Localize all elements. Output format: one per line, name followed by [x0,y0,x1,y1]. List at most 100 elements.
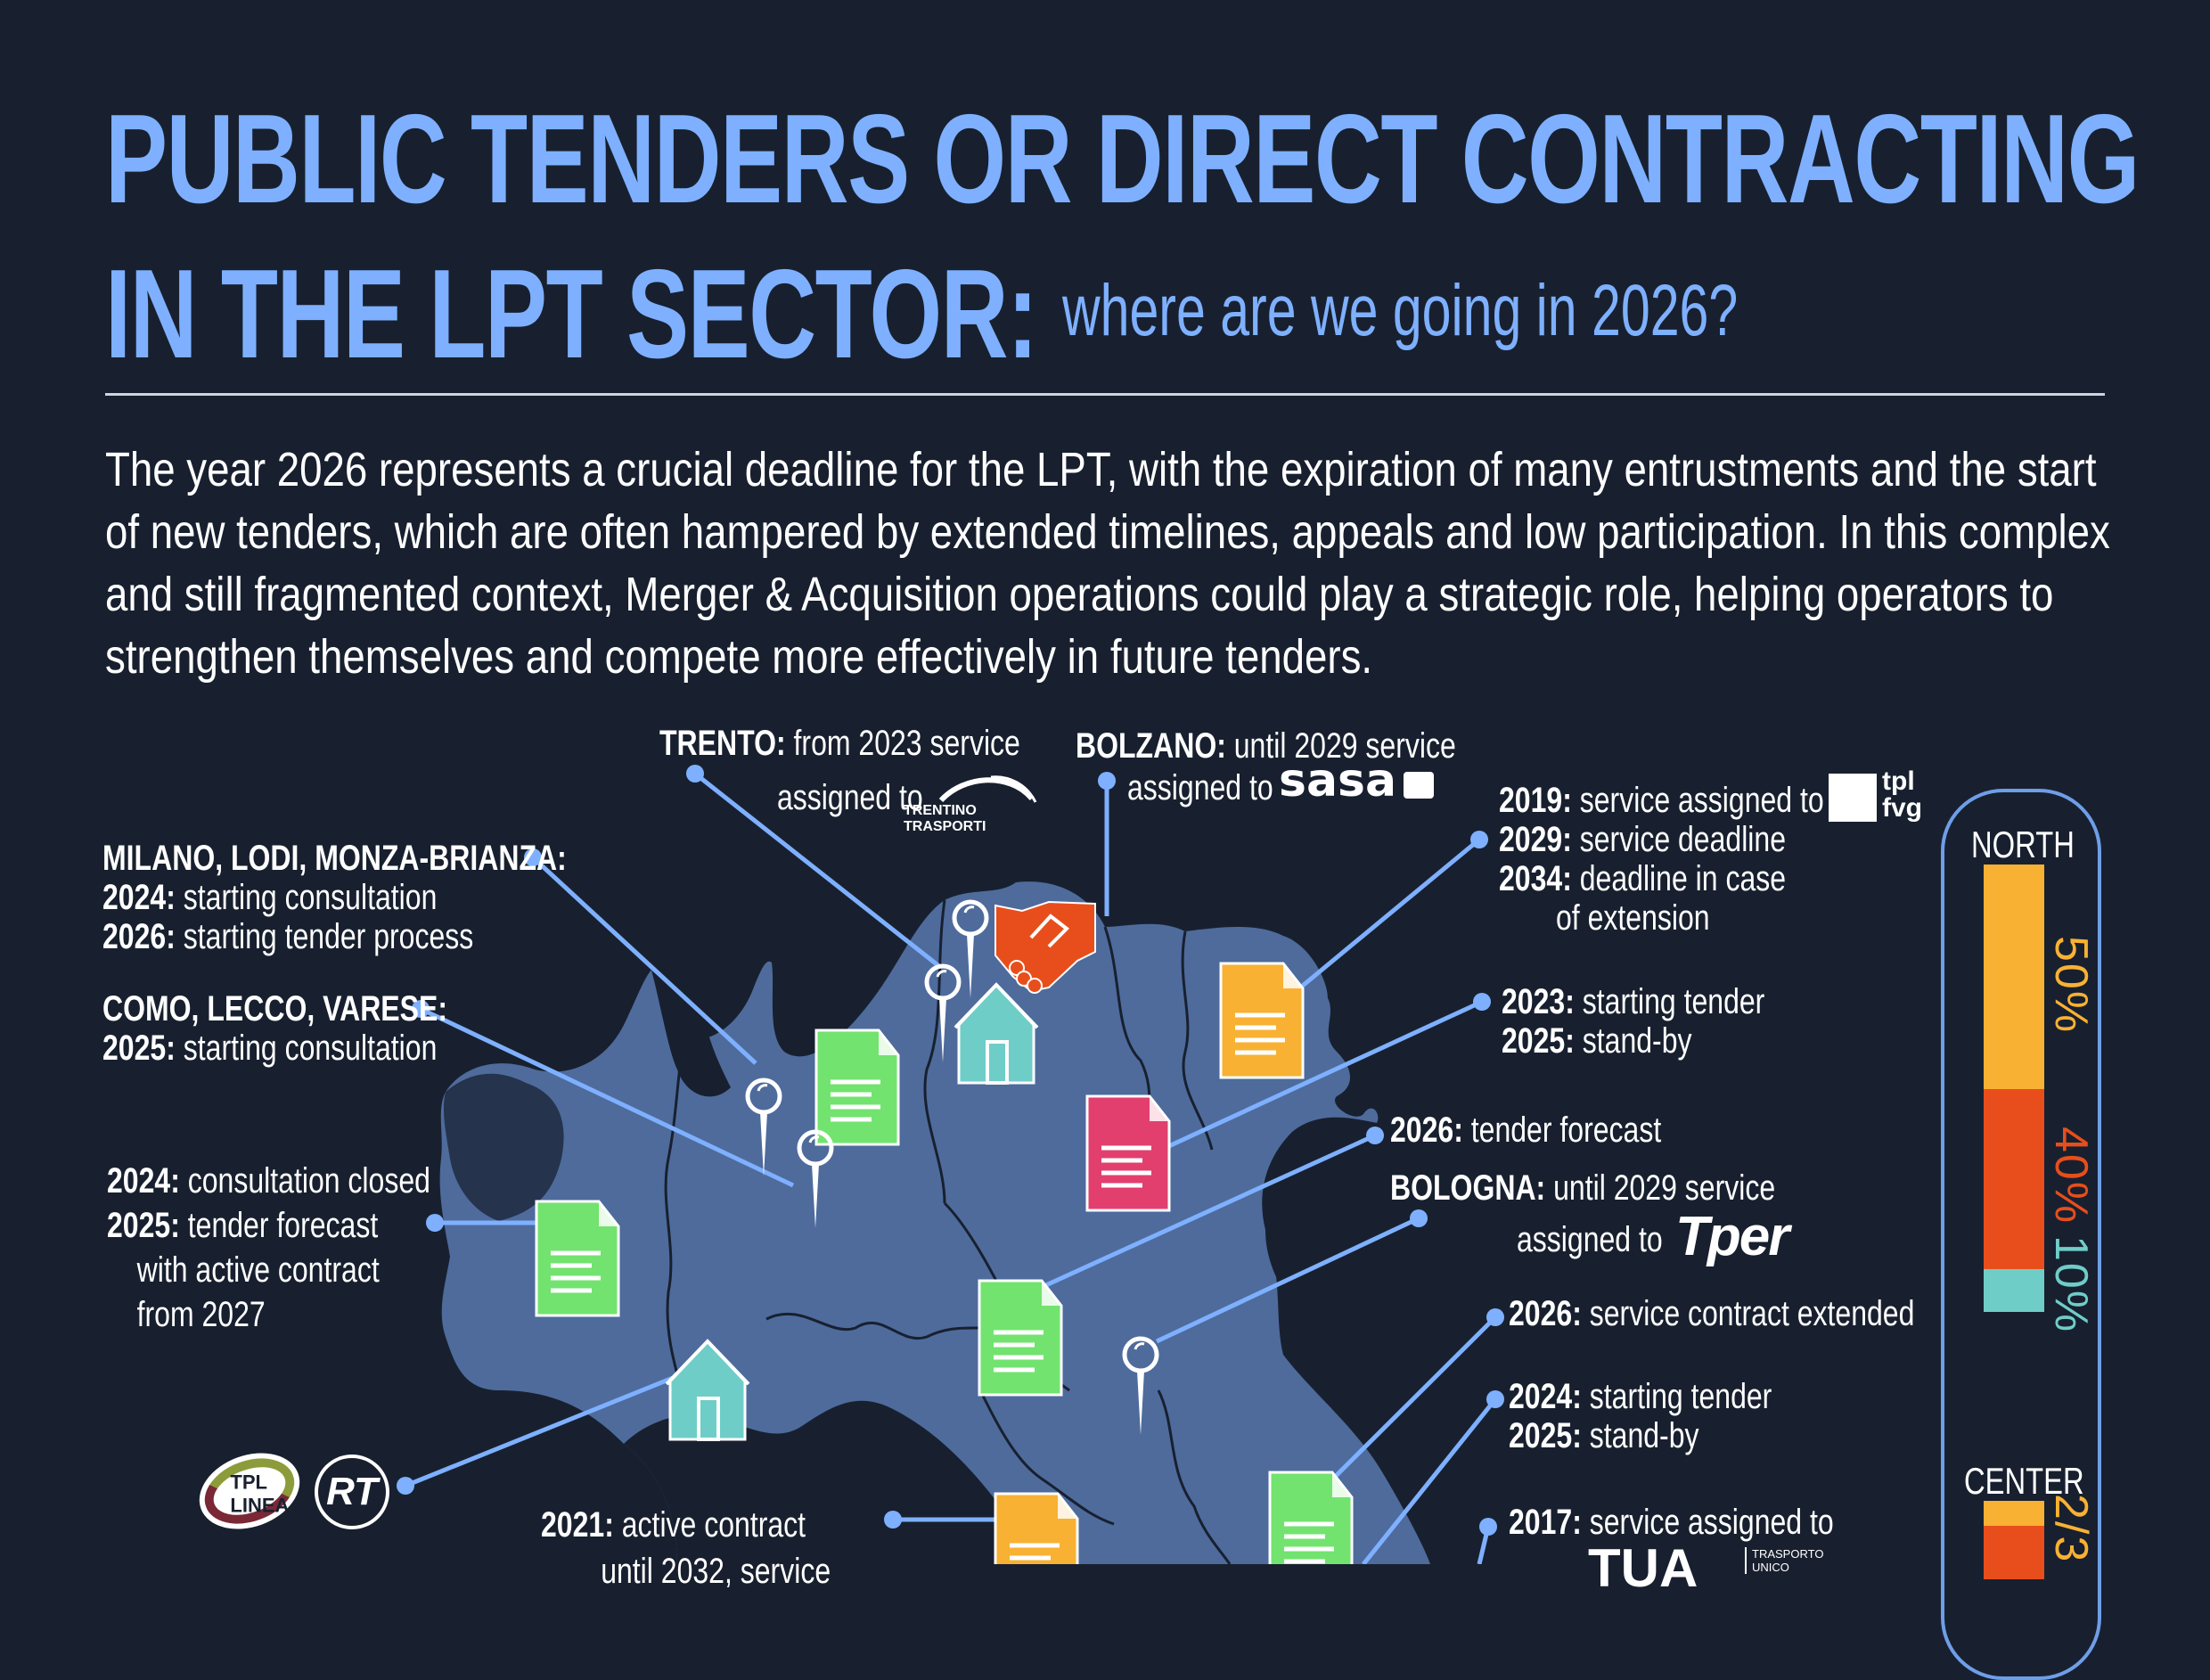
callout-text: from 2023 service [793,724,1020,763]
year: 2034: [1499,859,1572,898]
intro-line: The year 2026 represents a crucial deadl… [105,443,2097,496]
tplfvg-logo-icon [1829,774,1877,822]
header-divider [105,393,2105,396]
callout-text: until 2029 service [1233,726,1456,766]
handshake-icon [994,900,1096,994]
connector-lines [405,772,1497,1564]
callout-trento: TRENTO: from 2023 service [659,724,1020,763]
north-pct-2: 40% [2045,1127,2097,1225]
year: 2024: [107,1161,180,1201]
callout-text: stand-by [1582,1021,1692,1061]
doc-icon-lombardia [816,1030,898,1144]
year: 2017: [1509,1503,1582,1542]
year: 2025: [102,1028,176,1068]
year: 2025: [1509,1416,1582,1455]
doc-icon-marche [1270,1472,1352,1564]
callout-text: service assigned to [1589,1503,1834,1542]
callout-text: assigned to [777,778,923,817]
italy-map [397,765,1504,1564]
trentino-trasporti-logo: TRENTINO TRASPORTI [902,768,1062,834]
north-bar-segment-3 [1984,1269,2044,1312]
callout-fvg: 2019: service assigned to 2029: service … [1499,781,1824,938]
callout-text: deadline in case [1579,859,1787,898]
center-bar-segment-2 [1984,1526,2044,1579]
center-bar-segment-1 [1984,1501,2044,1526]
doc-icon-emilia [979,1281,1061,1395]
trentino-arc-icon [938,775,1037,803]
callout-text: tender forecast [1470,1110,1662,1150]
doc-icon-friuli [1221,963,1303,1078]
page-title-line1: PUBLIC TENDERS OR DIRECT CONTRACTING [105,88,2140,230]
year: 2029: [1499,820,1572,859]
year: 2023: [1502,982,1575,1021]
callout-text: service assigned to [1579,781,1824,820]
callout-toscana: 2021: active contract until 2032, servic… [541,1502,831,1594]
callout-text: consultation closed [187,1161,430,1201]
callout-abruzzo: 2017: service assigned to [1509,1503,1834,1542]
tua-logo: TUA [1588,1538,1698,1598]
callout-text: service contract extended [1589,1294,1915,1333]
doc-icon-toscana [995,1494,1077,1564]
callout-text: from 2027 [136,1295,266,1334]
intro-line: of new tenders, which are often hampered… [105,505,2110,559]
year: 2024: [102,878,176,917]
page-title-line2: IN THE LPT SECTOR: [105,243,1038,385]
callout-text: starting consultation [183,878,438,917]
callout-emilia: 2026: tender forecast [1390,1110,1661,1150]
north-pct-3: 10% [2045,1235,2097,1334]
logo-text: tpl [1882,766,1915,796]
year: 2021: [541,1505,614,1545]
callout-piemonte: 2024: consultation closed 2025: tender f… [107,1159,430,1337]
north-pct-1: 50% [2045,936,2097,1035]
callout-milano: MILANO, LODI, MONZA-BRIANZA: 2024: start… [102,839,567,956]
callout-text: starting consultation [183,1028,438,1068]
year: 2019: [1499,781,1572,820]
north-label: NORTH [1971,824,2075,865]
callout-text: of extension [1556,898,1710,938]
year: 2026: [1509,1294,1582,1333]
logo-text: TRENTINO TRASPORTI [904,803,986,834]
callout-text: assigned to [1517,1220,1663,1259]
callout-bologna: BOLOGNA: until 2029 service [1390,1168,1775,1208]
north-bar-segment-2 [1984,1089,2044,1269]
sasa-mark-icon [1404,772,1434,799]
callout-trento-line2: assigned to [777,778,923,817]
intro-line: strengthen themselves and compete more e… [105,630,1373,684]
page-subtitle: where are we going in 2026? [1062,270,1739,351]
callout-text: starting tender process [183,917,474,956]
rt-logo: RT [315,1455,389,1529]
callout-bolzano-line2: assigned to [1127,768,1273,807]
center-label: CENTER [1964,1460,2084,1502]
callout-text: tender forecast [187,1206,379,1245]
center-pct-1: 2/3 [2045,1494,2097,1564]
tplfvg-logo: tpl fvg [1882,768,1922,822]
region-name: BOLOGNA: [1390,1168,1546,1208]
doc-icon-piemonte [536,1201,618,1315]
callout-como: COMO, LECCO, VARESE: 2025: starting cons… [102,989,447,1068]
year: 2025: [107,1206,180,1245]
year: 2026: [1390,1110,1463,1150]
logo-text: TPL LINEA [230,1471,290,1517]
callout-text: starting tender [1589,1377,1772,1416]
callout-text: active contract [621,1505,806,1545]
connector-dots [397,765,1504,1536]
doc-icon-veneto [1087,1096,1169,1210]
callout-text: stand-by [1589,1416,1699,1455]
callout-bologna-line2: assigned to [1517,1220,1663,1259]
intro-paragraph: The year 2026 represents a crucial deadl… [105,438,2110,688]
region-name: MILANO, LODI, MONZA-BRIANZA: [102,839,567,878]
callout-text: until 2029 service [1553,1168,1776,1208]
region-name: TRENTO: [659,724,786,763]
region-name: BOLZANO: [1076,726,1226,766]
region-name: COMO, LECCO, VARESE: [102,989,447,1028]
intro-line: and still fragmented context, Merger & A… [105,568,2054,621]
callout-text: with active contract [136,1250,380,1290]
tper-logo: Tper [1675,1206,1789,1267]
year: 2025: [1502,1021,1575,1061]
callout-bolzano: BOLZANO: until 2029 service [1076,726,1456,766]
tua-logo-sub: TRASPORTO UNICO [1745,1547,1823,1574]
logo-text: fvg [1882,793,1922,823]
callout-umbria: 2024: starting tender 2025: stand-by [1509,1377,1772,1455]
callout-text: starting tender [1582,982,1765,1021]
callout-text: until 2032, service [601,1552,831,1591]
